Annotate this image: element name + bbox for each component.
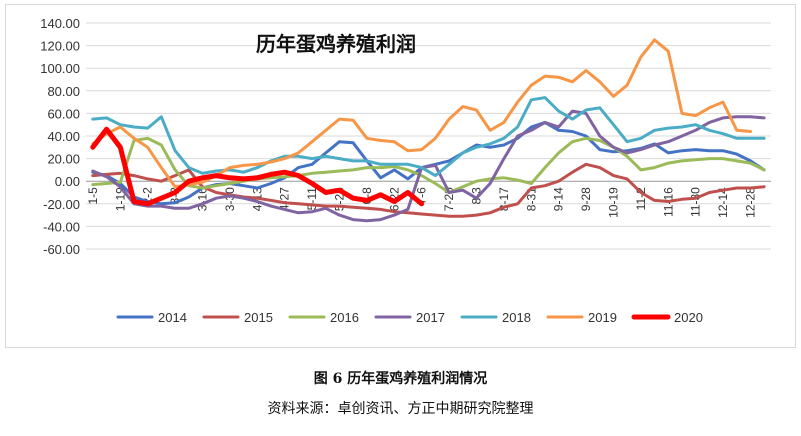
series-line-2019	[91, 38, 752, 189]
y-tick-label: -40.00	[43, 219, 80, 234]
legend-label-2020: 2020	[674, 310, 703, 325]
x-tick-label: 8-31	[524, 187, 538, 211]
legend-label-2019: 2019	[588, 310, 617, 325]
line-chart: 140.00 120.00 100.00 80.00 60.00 40.00 20.00 0.…	[40, 16, 771, 325]
x-tick-label: 8-3	[469, 187, 483, 205]
x-tick-label: 10-19	[606, 187, 620, 218]
y-axis-ticks: 140.00 120.00 100.00 80.00 60.00 40.00 20.00 0.…	[40, 16, 80, 257]
series-lines	[90, 38, 766, 223]
legend-label-2015: 2015	[244, 310, 273, 325]
y-tick-label: -60.00	[43, 242, 80, 257]
series-line-2017	[91, 109, 766, 223]
x-tick-label: 4-27	[278, 187, 292, 211]
y-tick-label: 0.00	[55, 174, 80, 189]
chart-frame: 140.00 120.00 100.00 80.00 60.00 40.00 20.00 0.…	[5, 4, 796, 348]
y-tick-label: 100.00	[40, 61, 80, 76]
y-tick-label: 40.00	[47, 129, 80, 144]
y-tick-label: 20.00	[47, 152, 80, 167]
y-tick-label: 140.00	[40, 16, 80, 31]
series-line-2018	[91, 96, 766, 178]
legend-label-2017: 2017	[416, 310, 445, 325]
x-tick-label: 12-14	[716, 187, 730, 218]
figure-caption: 图 6 历年蛋鸡养殖利润情况	[313, 371, 488, 387]
legend-label-2016: 2016	[330, 310, 359, 325]
x-tick-label: 12-28	[743, 187, 757, 218]
y-tick-label: 120.00	[40, 39, 80, 54]
series-line-2020	[90, 126, 425, 207]
y-tick-label: 80.00	[47, 84, 80, 99]
series-line-2016	[91, 136, 766, 194]
x-tick-label: 11-2	[634, 187, 648, 210]
x-tick-label: 11-30	[689, 187, 703, 217]
y-tick-label: 60.00	[47, 106, 80, 121]
x-tick-label: 1-5	[86, 187, 100, 205]
y-tick-label: -20.00	[43, 197, 80, 212]
x-tick-label: 9-28	[579, 187, 593, 211]
grid-lines	[86, 22, 771, 250]
legend: 2014 2015 2016 2017 2018 2019 2020	[116, 310, 703, 325]
legend-label-2018: 2018	[502, 310, 531, 325]
chart-title: 历年蛋鸡养殖利润	[256, 32, 416, 56]
source-note: 资料来源：卓创资讯、方正中期研究院整理	[267, 401, 534, 417]
x-tick-label: 3-30	[223, 187, 237, 211]
legend-label-2014: 2014	[158, 310, 187, 325]
x-axis-ticks: 1-5 1-19 2-2 3-2 3-16 3-30 4-13 4-27 5-11 5-25 6-8…	[86, 187, 758, 218]
x-tick-label: 9-14	[552, 187, 566, 211]
